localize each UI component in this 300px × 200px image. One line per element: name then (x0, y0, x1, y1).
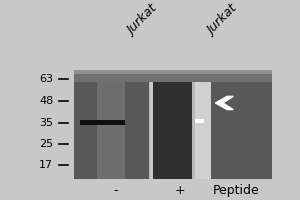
Bar (195, 70, 272, 179)
Text: 63: 63 (39, 74, 53, 84)
Text: Peptide: Peptide (213, 184, 260, 197)
Bar (152, 70, 192, 179)
Bar (74, 70, 272, 74)
Text: 35: 35 (39, 118, 53, 128)
Bar (74, 72, 272, 82)
Text: 17: 17 (39, 160, 53, 170)
Text: 25: 25 (39, 139, 53, 149)
Text: Jurkat: Jurkat (125, 3, 160, 38)
Text: +: + (174, 184, 185, 197)
Bar (150, 70, 153, 179)
Bar (80, 120, 125, 125)
Polygon shape (215, 96, 233, 110)
Bar (97, 70, 125, 179)
Bar (195, 70, 211, 179)
Text: Jurkat: Jurkat (205, 3, 240, 38)
Bar (74, 70, 272, 179)
Bar (74, 70, 148, 179)
Text: -: - (114, 184, 118, 197)
Bar (195, 119, 204, 123)
Text: 48: 48 (39, 96, 53, 106)
